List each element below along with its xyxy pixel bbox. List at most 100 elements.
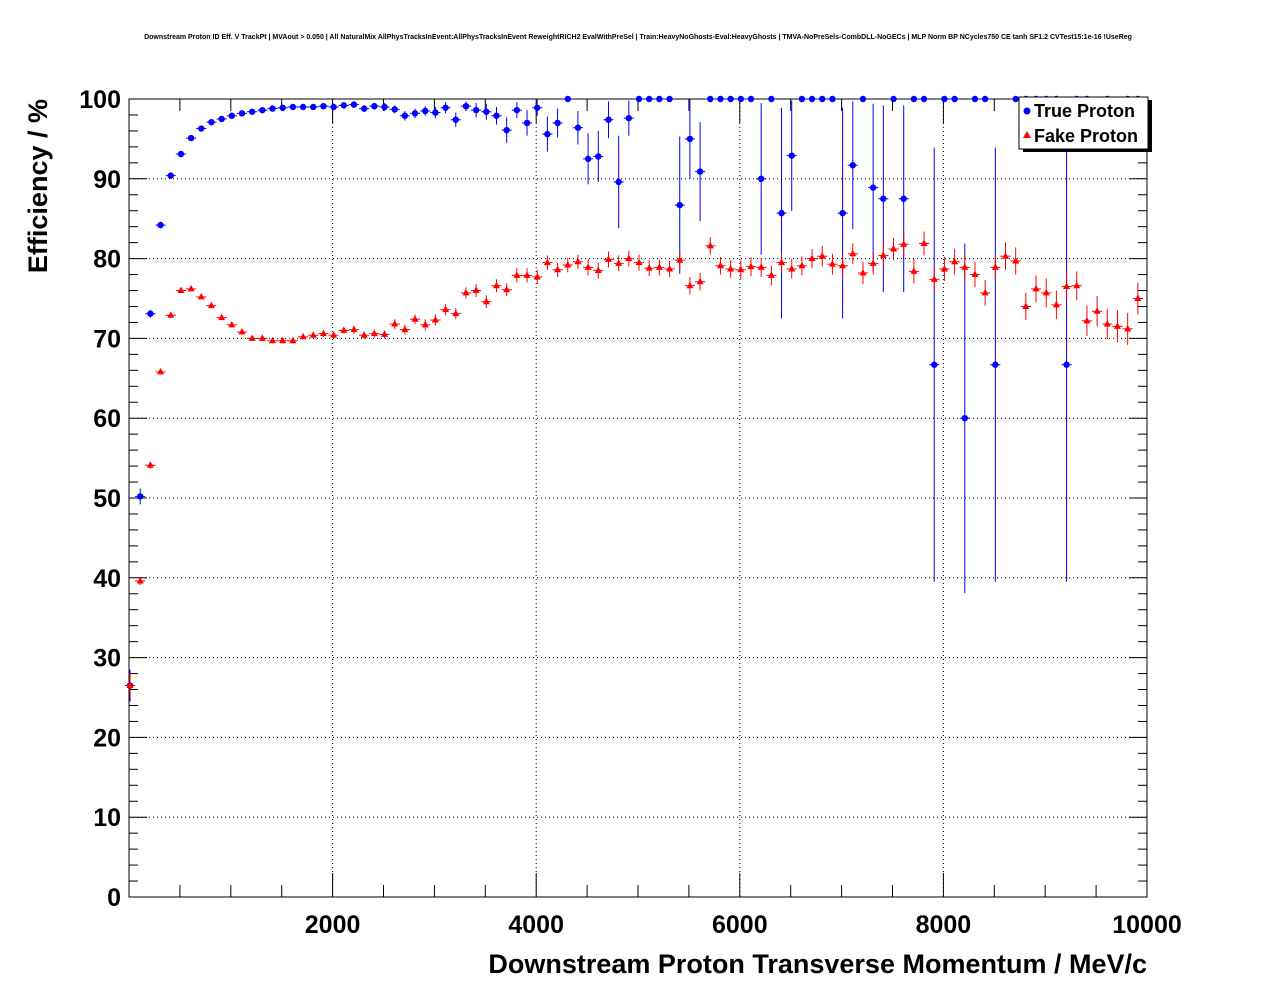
data-point-fake-proton xyxy=(857,261,869,285)
data-point-fake-proton xyxy=(908,259,919,284)
marker-circle xyxy=(635,95,643,103)
data-point-true-proton xyxy=(277,104,288,111)
data-point-fake-proton xyxy=(949,249,960,275)
marker-circle xyxy=(513,106,521,114)
data-point-true-proton xyxy=(552,108,563,138)
data-point-true-proton xyxy=(644,95,655,103)
marker-circle xyxy=(696,168,704,175)
y-tick-label: 0 xyxy=(107,884,121,912)
marker-triangle xyxy=(452,309,460,317)
data-point-true-proton xyxy=(562,95,573,103)
data-point-true-proton xyxy=(684,99,696,179)
marker-triangle xyxy=(503,285,511,293)
marker-circle xyxy=(574,124,582,131)
data-point-fake-proton xyxy=(532,269,543,285)
data-point-fake-proton xyxy=(1071,271,1082,301)
marker-circle xyxy=(401,112,409,119)
marker-triangle xyxy=(716,261,724,269)
data-point-fake-proton xyxy=(1122,312,1133,345)
series-layer xyxy=(124,95,1143,702)
marker-circle xyxy=(289,103,297,111)
marker-circle xyxy=(1063,361,1070,368)
data-point-true-proton xyxy=(888,95,899,103)
data-point-true-proton xyxy=(175,150,187,158)
data-point-true-proton xyxy=(440,102,451,114)
marker-triangle xyxy=(971,270,979,278)
x-tick-label: 10000 xyxy=(1112,911,1182,939)
data-point-true-proton xyxy=(990,147,1001,582)
marker-circle xyxy=(900,195,907,202)
data-point-fake-proton xyxy=(888,237,899,261)
marker-circle xyxy=(656,95,663,103)
data-point-fake-proton xyxy=(542,255,553,270)
marker-triangle xyxy=(146,461,154,468)
y-axis-title: Efficiency / % xyxy=(23,99,53,273)
data-point-true-proton xyxy=(827,95,838,103)
marker-triangle xyxy=(584,263,592,270)
marker-circle xyxy=(422,107,429,115)
data-point-fake-proton xyxy=(613,255,624,272)
marker-circle xyxy=(625,114,633,122)
marker-triangle xyxy=(167,311,175,318)
marker-circle xyxy=(839,209,846,217)
data-point-fake-proton xyxy=(959,254,970,281)
marker-triangle xyxy=(319,329,327,337)
marker-circle xyxy=(859,95,867,103)
data-point-fake-proton xyxy=(593,262,604,279)
marker-circle xyxy=(279,104,286,111)
y-tick-label: 60 xyxy=(93,405,121,433)
marker-circle xyxy=(310,103,317,111)
data-point-true-proton xyxy=(420,106,431,116)
series-fake-proton xyxy=(124,231,1143,698)
data-point-fake-proton xyxy=(745,257,757,277)
marker-circle xyxy=(432,109,439,116)
marker-triangle xyxy=(1103,320,1111,327)
marker-circle xyxy=(910,95,918,103)
data-point-true-proton xyxy=(287,103,298,111)
data-point-true-proton xyxy=(776,107,787,319)
data-point-true-proton xyxy=(583,133,594,185)
marker-triangle xyxy=(442,305,450,313)
data-point-true-proton xyxy=(756,102,767,255)
marker-triangle xyxy=(381,330,389,337)
data-point-true-proton xyxy=(664,95,675,103)
marker-triangle xyxy=(391,320,399,327)
data-point-fake-proton xyxy=(1081,305,1093,337)
data-point-true-proton xyxy=(572,110,584,145)
marker-triangle xyxy=(910,267,918,274)
data-point-fake-proton xyxy=(990,254,1001,281)
data-point-true-proton xyxy=(328,103,339,111)
marker-triangle xyxy=(370,329,378,337)
data-point-true-proton xyxy=(695,122,706,222)
marker-circle xyxy=(320,102,327,110)
marker-circle xyxy=(167,172,174,179)
data-point-true-proton xyxy=(898,105,909,293)
data-point-fake-proton xyxy=(165,311,176,318)
marker-triangle xyxy=(900,240,908,247)
marker-triangle xyxy=(330,331,338,338)
data-point-fake-proton xyxy=(450,308,461,320)
y-tick-label: 70 xyxy=(93,325,121,353)
marker-triangle xyxy=(788,264,796,272)
data-point-fake-proton xyxy=(898,233,909,256)
x-tick-label: 6000 xyxy=(712,911,768,939)
data-point-true-proton xyxy=(501,117,512,143)
marker-triangle xyxy=(645,264,653,271)
data-point-true-proton xyxy=(847,101,858,230)
marker-triangle xyxy=(828,260,836,267)
data-point-fake-proton xyxy=(878,244,889,267)
data-point-true-proton xyxy=(745,95,757,103)
marker-triangle xyxy=(1134,294,1142,301)
data-point-fake-proton xyxy=(1061,272,1072,301)
marker-triangle xyxy=(340,326,348,333)
marker-circle xyxy=(981,95,989,103)
data-point-true-proton xyxy=(521,110,533,136)
marker-triangle xyxy=(747,262,755,270)
y-tick-label: 100 xyxy=(79,86,121,114)
marker-triangle xyxy=(615,259,623,266)
data-point-true-proton xyxy=(430,106,441,119)
data-point-fake-proton xyxy=(145,461,156,469)
marker-triangle xyxy=(655,263,663,270)
data-point-fake-proton xyxy=(623,250,634,267)
data-point-true-proton xyxy=(491,106,502,125)
